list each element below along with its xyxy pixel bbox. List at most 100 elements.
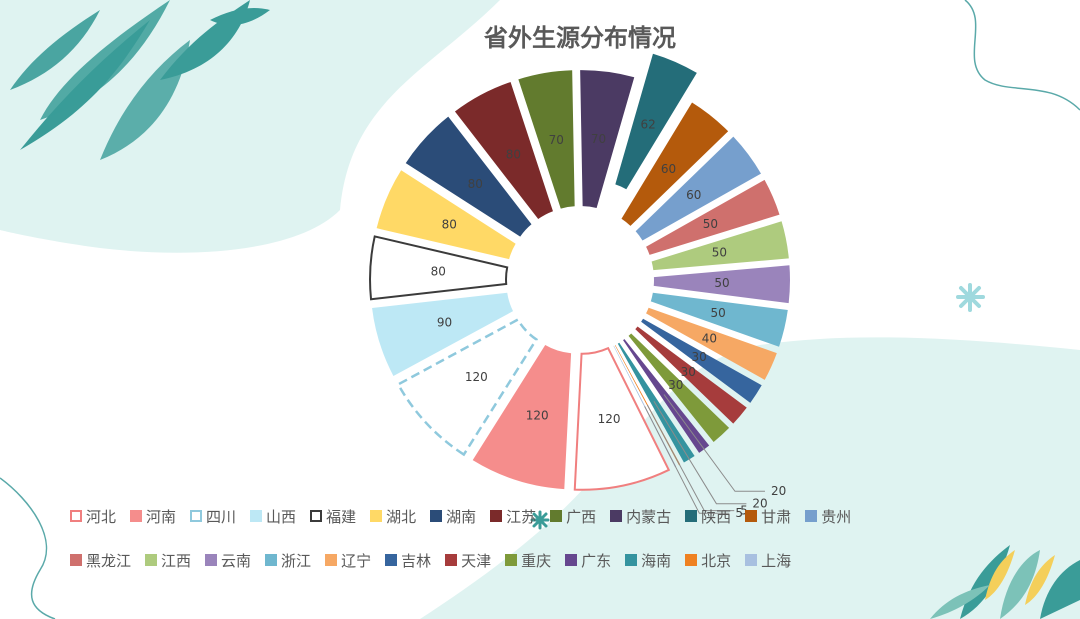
legend-item: 江西 <box>145 550 191 571</box>
legend-label: 山西 <box>266 507 297 526</box>
legend-swatch <box>325 554 338 566</box>
pie-slice <box>369 235 509 301</box>
legend-swatch <box>685 510 698 522</box>
data-label: 50 <box>714 276 729 290</box>
legend-item: 河南 <box>130 506 176 527</box>
data-label: 80 <box>442 218 457 232</box>
bottom-right-blob <box>420 337 1080 619</box>
legend-item: 上海 <box>745 550 791 571</box>
legend-item: 江苏 <box>490 506 536 527</box>
chart-legend: 河北 河南 四川 山西 福建 湖北 湖南 江苏 广西 内蒙古 陕西 甘肃 贵州 黑龙江 江西 云南 浙江 辽宁 吉… <box>70 502 1060 590</box>
legend-label: 浙江 <box>281 551 312 570</box>
pie-slice <box>573 346 671 491</box>
legend-label: 贵州 <box>821 507 852 526</box>
data-label: 5 <box>735 506 743 520</box>
legend-item: 云南 <box>205 550 251 571</box>
data-label: 120 <box>526 408 549 422</box>
leader-line <box>646 404 735 512</box>
legend-swatch <box>385 554 398 566</box>
legend-item: 重庆 <box>505 550 551 571</box>
legend-item: 福建 <box>310 506 356 527</box>
data-label: 5 <box>740 504 748 518</box>
legend-label: 辽宁 <box>341 551 372 570</box>
legend-label: 湖北 <box>386 507 417 526</box>
data-label: 20 <box>752 497 767 511</box>
data-label: 80 <box>431 265 446 279</box>
leaf-icon <box>10 0 270 160</box>
pie-slice <box>372 292 514 376</box>
legend-swatch <box>625 554 638 566</box>
data-label: 70 <box>549 133 564 147</box>
legend-swatch <box>430 510 443 522</box>
legend-label: 陕西 <box>701 507 732 526</box>
legend-label: 黑龙江 <box>86 551 132 570</box>
legend-swatch <box>445 554 458 566</box>
legend-swatch <box>490 510 503 522</box>
legend-swatch <box>745 510 758 522</box>
legend-item: 山西 <box>250 506 296 527</box>
legend-label: 广东 <box>581 551 612 570</box>
legend-item: 陕西 <box>685 506 731 527</box>
legend-swatch <box>565 554 578 566</box>
legend-row: 河北 河南 四川 山西 福建 湖北 湖南 江苏 广西 内蒙古 陕西 甘肃 贵州 <box>70 502 1060 530</box>
data-label: 60 <box>661 162 676 176</box>
pie-slice <box>650 292 788 347</box>
legend-swatch <box>70 554 82 566</box>
legend-label: 江西 <box>161 551 192 570</box>
pie-slice <box>621 102 729 226</box>
legend-swatch <box>250 510 263 522</box>
data-label: 120 <box>465 370 488 384</box>
data-label: 90 <box>437 316 452 330</box>
legend-label: 广西 <box>566 507 597 526</box>
data-label: 50 <box>703 217 718 231</box>
legend-item: 北京 <box>685 550 731 571</box>
pie-slice <box>617 342 695 463</box>
decorative-curve-right <box>964 0 1080 111</box>
legend-item: 黑龙江 <box>70 550 131 571</box>
pie-slice <box>615 53 697 190</box>
legend-swatch <box>550 510 563 522</box>
legend-label: 天津 <box>461 551 492 570</box>
data-label: 30 <box>668 378 683 392</box>
legend-swatch <box>70 510 82 522</box>
pie-slice <box>641 318 762 403</box>
starburst-small-icon <box>530 510 550 530</box>
chart-title: 省外生源分布情况 <box>484 24 676 52</box>
legend-label: 海南 <box>641 551 672 570</box>
pie-slice <box>653 265 790 304</box>
pie-slice <box>472 345 572 490</box>
legend-swatch <box>130 510 143 522</box>
legend-swatch <box>610 510 623 522</box>
data-label: 80 <box>468 177 483 191</box>
legend-item: 内蒙古 <box>610 506 671 527</box>
legend-swatch <box>745 554 758 566</box>
pie-slice <box>518 70 575 209</box>
data-label: 30 <box>681 365 696 379</box>
pie-slice <box>646 307 777 380</box>
data-label: 30 <box>692 350 707 364</box>
legend-swatch <box>205 554 218 566</box>
legend-item: 天津 <box>445 550 491 571</box>
pie-slice <box>623 339 710 453</box>
pie-slice <box>646 179 780 255</box>
data-label: 80 <box>506 148 521 162</box>
legend-label: 湖南 <box>446 507 477 526</box>
legend-swatch <box>685 554 698 566</box>
pie-slice <box>405 116 532 237</box>
legend-item: 甘肃 <box>745 506 791 527</box>
legend-item: 贵州 <box>805 506 851 527</box>
pie-slice <box>376 170 516 260</box>
legend-label: 福建 <box>326 507 357 526</box>
legend-label: 吉林 <box>401 551 432 570</box>
legend-item: 吉林 <box>385 550 431 571</box>
pie-slice <box>454 81 553 220</box>
legend-swatch <box>265 554 278 566</box>
starburst-icon <box>956 283 985 312</box>
pie-slice <box>580 70 635 208</box>
pie-slice <box>628 333 730 442</box>
legend-swatch <box>310 510 323 522</box>
legend-item: 广东 <box>565 550 611 571</box>
